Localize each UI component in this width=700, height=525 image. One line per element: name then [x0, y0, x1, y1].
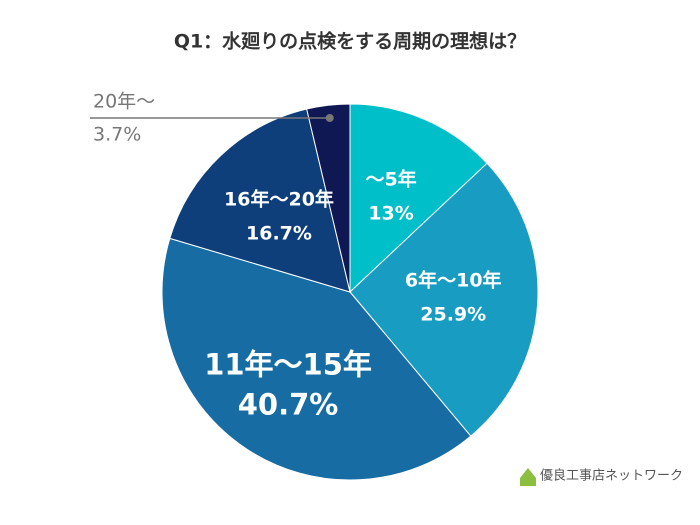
value-label: 25.9%	[420, 304, 486, 326]
chart-title: Q1：水廻りの点検をする周期の理想は？	[174, 30, 526, 53]
logo-text: 優良工事店ネットワーク	[540, 468, 683, 484]
pie-slice	[169, 108, 351, 293]
pie-slice	[349, 103, 488, 294]
value-label: 40.7%	[238, 387, 339, 421]
pie-slice	[161, 237, 472, 481]
logo: 優良工事店ネットワーク	[520, 468, 683, 486]
pie-slice	[306, 103, 351, 293]
logo-icon	[520, 468, 536, 486]
slice-label: 20年～	[93, 91, 155, 113]
value-label: 16.7%	[246, 222, 312, 244]
slice-label: 6年～10年	[405, 269, 502, 292]
leader-dot	[325, 114, 334, 122]
slice-label: ～5年	[365, 168, 416, 191]
slice-label: 16年～20年	[224, 187, 334, 210]
pie-slice	[349, 162, 539, 437]
value-label: 13%	[368, 203, 413, 225]
value-label: 3.7%	[93, 124, 141, 146]
slice-label: 11年～15年	[204, 347, 372, 381]
